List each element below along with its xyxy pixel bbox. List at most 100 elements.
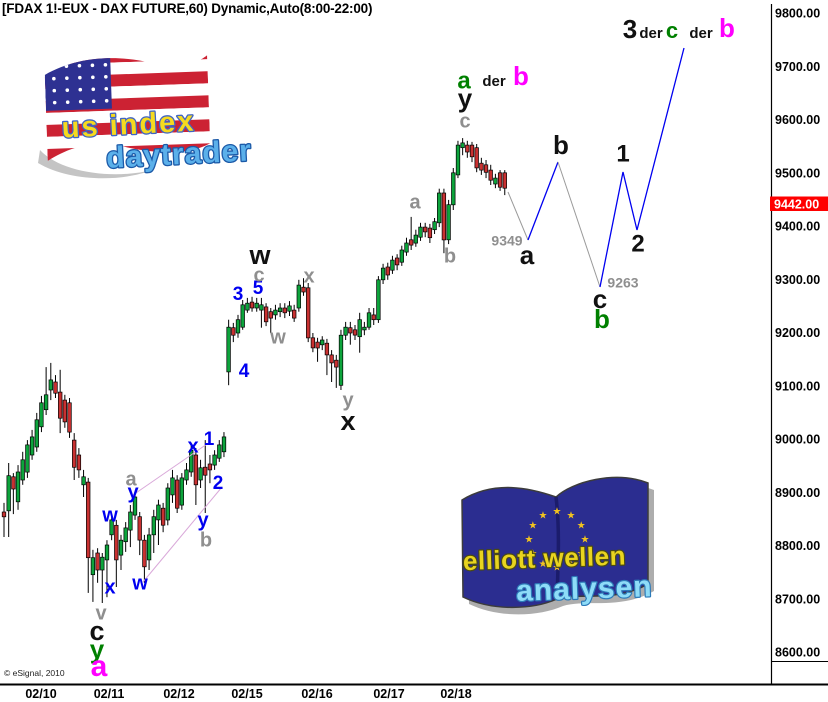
candle-body [390,259,395,271]
candle-body [58,391,63,419]
candle-body [423,226,428,233]
candle-body [240,304,245,328]
candle-body [128,511,133,531]
candle-body [170,477,175,496]
candle-body [343,326,348,336]
us-star-dot-icon [78,99,83,104]
candle-body [366,312,372,328]
candle-body [399,249,404,263]
candle-body [334,359,339,368]
candle-body [413,234,418,244]
candle-body [357,319,362,338]
wave-label-x: x [303,265,314,287]
price-tick-label: 9700.00 [775,60,820,74]
candle-body [48,379,53,391]
candle-body [446,204,451,241]
wave-label-a: a [91,650,108,683]
wave-label-der: der [482,73,506,90]
candle-body [441,192,447,241]
last-price-box [770,196,828,211]
candle-body [34,419,39,448]
candle-body [263,306,269,323]
candle-body [235,319,241,334]
candle-body [277,307,283,313]
price-tick-label: 8700.00 [775,592,820,606]
us-star-dot-icon [91,99,96,104]
wave-label-1: 1 [616,140,629,167]
wave-label-w: w [101,504,118,526]
candle-body [165,487,170,521]
candle-body [488,169,493,181]
candle-body [118,539,124,556]
candle-body [296,284,301,309]
eu-flag-icon: ★ ★★★★★★★★★★★ [461,476,649,609]
candle-body [137,516,142,541]
eu-star-icon: ★ [577,521,586,532]
candle-body [15,471,21,503]
us-star-dot-icon [77,63,82,68]
candle-body [287,305,292,312]
wave-label-a: a [457,67,471,94]
wave-label-w: w [131,572,148,594]
candle-body [371,314,376,321]
candle-body [81,476,86,486]
wave-label-b: b [513,61,529,91]
candle-body [455,144,461,176]
wave-label-2: 2 [631,230,644,257]
wave-label-b: b [444,245,456,267]
wave-label-c: c [593,284,607,314]
gray-wave-line [557,161,601,288]
candle-body [39,402,44,428]
us-star-dot-icon [90,63,95,68]
price-tick-label: 9200.00 [775,326,820,340]
candle-body [100,556,105,571]
wave-label-a: a [125,468,137,490]
candle-body [179,477,184,506]
price-tick-label: 8900.00 [775,486,820,500]
wave-label-y: y [90,634,105,664]
pink-wave-line [142,486,223,583]
candle-body [123,527,128,543]
candle-body [497,172,503,188]
candle-body [207,463,213,471]
candle-body [418,226,423,238]
candle-body [268,311,273,319]
us-star-dot-icon [78,75,82,80]
us-index-daytrader-logo: us index daytrader [38,54,254,179]
chart-title: [FDAX 1!-EUX - DAX FUTURE,60) Dynamic,Au… [2,1,373,16]
candle-body [226,326,231,373]
price-tick-label: 8600.00 [775,646,820,660]
wave-label-c: c [666,18,678,43]
candle-body [273,309,278,316]
us-logo-line2: daytrader [105,134,252,175]
candle-body [282,307,287,314]
candle-body [86,481,91,559]
candle-body [67,402,72,433]
candle-body [245,302,250,311]
candle-body [193,454,199,486]
price-axis[interactable]: 9800.00 9700.00 9600.00 9500.00 9400.00 9300.… [775,7,820,660]
candle-body [249,301,255,309]
candle-body [29,436,35,456]
time-axis[interactable]: 02/10 02/11 02/12 02/15 02/16 02/17 02/18 [25,687,471,701]
us-star-dot-icon [91,87,96,92]
candle-body [221,436,227,453]
wave-label-y: y [127,481,139,503]
price-tick-label: 9800.00 [775,7,820,21]
candle-body [352,329,358,336]
candle-body [306,287,311,339]
wave-label-y: y [458,83,473,113]
us-star-dot-icon [103,63,108,67]
wave-label-b: b [719,13,735,43]
candle-body [259,304,264,311]
wave-label-1: 1 [204,429,215,450]
candle-body [348,327,353,334]
candle-body [90,557,96,576]
candle-body [483,164,489,173]
logo-shadow [38,150,152,179]
candle-body [385,266,390,276]
eu-star-icon: ★ [525,535,534,546]
eu-star-icon: ★ [567,559,576,570]
